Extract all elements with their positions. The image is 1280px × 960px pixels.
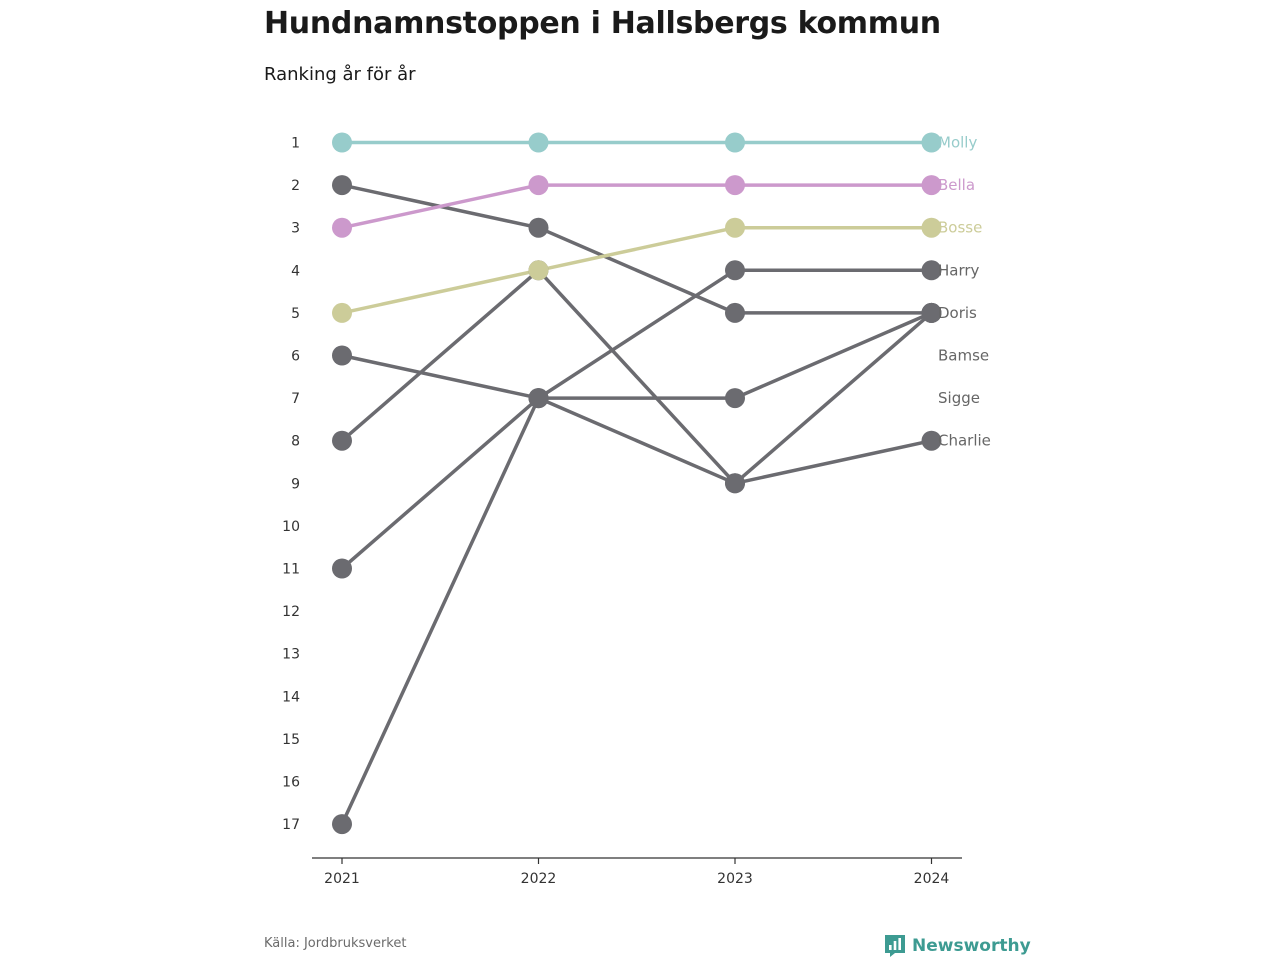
series-points: [332, 132, 942, 835]
data-point-bosse: [725, 217, 745, 238]
y-tick-label: 9: [291, 476, 300, 492]
x-tick-label: 2023: [717, 871, 753, 887]
y-tick-label: 8: [291, 434, 300, 450]
source-note: Källa: Jordbruksverket: [264, 936, 407, 951]
chart-title: Hundnamnstoppen i Hallsbergs kommun: [264, 6, 941, 41]
y-tick-label: 4: [291, 263, 300, 279]
data-point-harry: [921, 260, 942, 281]
data-point-sigge: [725, 388, 745, 409]
data-point-bella: [921, 175, 942, 196]
series-label-bosse: Bosse: [938, 219, 982, 237]
series-label-harry: Harry: [938, 261, 980, 279]
series-label-bamse: Bamse: [938, 347, 989, 365]
y-tick-label: 5: [291, 306, 300, 322]
series-line-bamse: [340, 268, 934, 486]
data-point-doris: [332, 175, 352, 196]
data-point-bella: [725, 175, 745, 196]
x-axis-ticks: 2021 2022 2023 2024: [324, 858, 949, 887]
data-point-bella: [528, 175, 549, 196]
data-point-sigge: [332, 814, 352, 835]
series-label-sigge: Sigge: [938, 389, 980, 407]
series-label-bella: Bella: [938, 176, 975, 194]
data-point-bosse: [528, 260, 549, 281]
y-tick-label: 2: [291, 178, 300, 194]
data-point-doris: [921, 302, 942, 323]
newsworthy-logo-icon: [884, 934, 906, 958]
series-label-doris: Doris: [938, 304, 977, 322]
data-point-molly: [528, 132, 549, 153]
y-tick-label: 1: [291, 136, 300, 152]
y-tick-label: 13: [282, 647, 300, 663]
x-tick-label: 2022: [521, 871, 557, 887]
data-point-doris: [725, 302, 745, 323]
newsworthy-brand[interactable]: Newsworthy: [884, 934, 1031, 958]
y-tick-label: 14: [282, 689, 300, 705]
y-tick-label: 7: [291, 391, 300, 407]
data-point-bamse: [332, 430, 352, 451]
series-line-bella: [340, 183, 934, 230]
y-tick-label: 3: [291, 221, 300, 237]
chart-subtitle: Ranking år för år: [264, 64, 416, 85]
y-tick-label: 17: [282, 817, 300, 833]
data-point-molly: [921, 132, 942, 153]
y-tick-label: 10: [282, 519, 300, 535]
data-point-charlie: [921, 430, 942, 451]
data-point-bosse: [921, 217, 942, 238]
brand-name: Newsworthy: [912, 936, 1031, 956]
series-line-charlie: [340, 353, 934, 486]
y-tick-label: 16: [282, 775, 300, 791]
series-label-charlie: Charlie: [938, 432, 991, 450]
y-tick-label: 15: [282, 732, 300, 748]
series-labels: Molly Bella Bosse Harry Doris Bamse Sigge Charl…: [938, 134, 991, 450]
data-point-bosse: [332, 302, 352, 323]
data-point-molly: [725, 132, 745, 153]
x-tick-label: 2021: [324, 871, 360, 887]
data-point-harry: [725, 260, 745, 281]
series-line-sigge: [340, 311, 934, 826]
data-point-bamse: [725, 473, 745, 494]
data-point-molly: [332, 132, 352, 153]
series-line-harry: [340, 268, 934, 571]
data-point-harry: [528, 388, 549, 409]
data-point-bella: [332, 217, 352, 238]
series-line-bosse: [340, 225, 934, 315]
y-tick-label: 11: [282, 562, 300, 578]
y-tick-label: 6: [291, 349, 300, 365]
data-point-charlie: [332, 345, 352, 366]
y-tick-label: 12: [282, 604, 300, 620]
data-point-doris: [528, 217, 549, 238]
data-point-harry: [332, 558, 352, 579]
series-label-molly: Molly: [938, 134, 977, 152]
series-lines: [340, 140, 934, 826]
x-tick-label: 2024: [914, 871, 950, 887]
